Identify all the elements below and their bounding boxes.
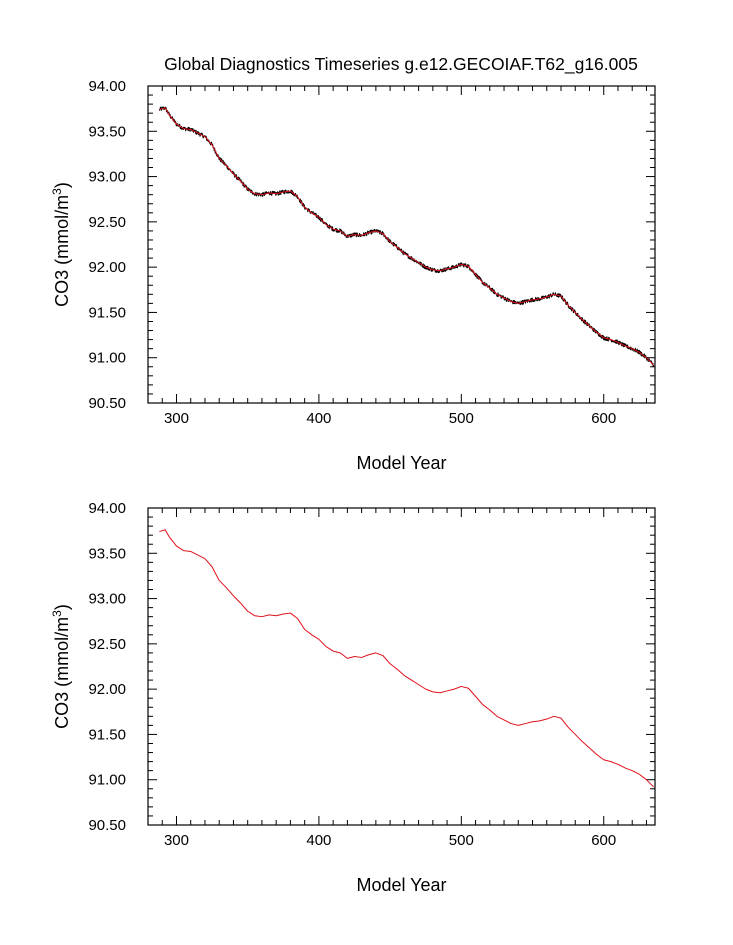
- x-axis-label: Model Year: [356, 875, 446, 895]
- x-tick-label: 400: [306, 832, 331, 849]
- x-tick-label: 600: [591, 410, 616, 427]
- y-tick-label: 93.50: [88, 123, 126, 140]
- y-tick-label: 92.50: [88, 636, 126, 653]
- y-tick-label: 94.00: [88, 500, 126, 517]
- y-tick-label: 93.50: [88, 545, 126, 562]
- plot-frame: [147, 85, 656, 404]
- y-axis-label: CO3 (mmol/m3): [50, 182, 72, 307]
- y-tick-label: 92.00: [88, 259, 126, 276]
- x-tick-label: 300: [164, 410, 189, 427]
- y-tick-label: 90.50: [88, 395, 126, 412]
- bottom-panel: 300 400 500 600 90.50 91.00 91.50 92.00 92.50 93.…: [50, 500, 656, 895]
- y-tick-label: 91.00: [88, 772, 126, 789]
- series-line-monthly-CO3: [158, 106, 655, 368]
- y-axis-label: CO3 (mmol/m3): [50, 604, 72, 729]
- y-tick-label: 90.50: [88, 817, 126, 834]
- y-tick-label: 92.50: [88, 214, 126, 231]
- top-panel: 300 400 500 600 90.50 91.00 91.50 92.00 92.50 93.…: [50, 78, 656, 473]
- x-tick-label: 400: [306, 410, 331, 427]
- x-tick-label: 300: [164, 832, 189, 849]
- x-tick-label: 500: [449, 832, 474, 849]
- x-tick-label: 500: [449, 410, 474, 427]
- plot-frame: [147, 507, 656, 826]
- y-tick-label: 91.50: [88, 726, 126, 743]
- series-line-smoothed-CO3: [159, 107, 654, 366]
- y-tick-label: 91.50: [88, 304, 126, 321]
- chart-title: Global Diagnostics Timeseries g.e12.GECO…: [164, 54, 638, 75]
- y-tick-label: 94.00: [88, 78, 126, 95]
- y-tick-label: 92.00: [88, 681, 126, 698]
- x-axis-label: Model Year: [356, 453, 446, 473]
- y-tick-label: 93.00: [88, 169, 126, 186]
- x-tick-label: 600: [591, 832, 616, 849]
- series-line-smoothed-CO3: [159, 529, 654, 788]
- y-tick-label: 91.00: [88, 350, 126, 367]
- y-tick-label: 93.00: [88, 591, 126, 608]
